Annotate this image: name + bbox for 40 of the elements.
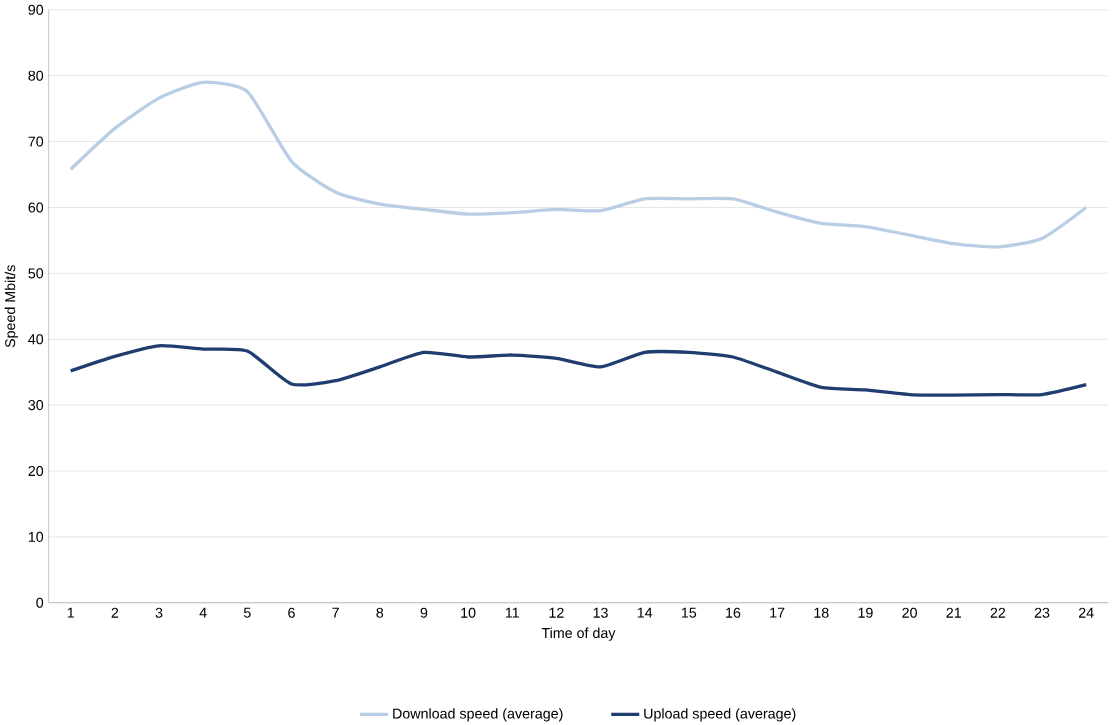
y-tick-label: 0 (36, 597, 44, 608)
y-tick-label: 60 (28, 202, 44, 213)
x-tick-label: 3 (155, 607, 163, 618)
y-tick-label: 10 (28, 531, 44, 542)
x-tick-label: 14 (637, 607, 653, 618)
legend-label: Download speed (average) (393, 708, 563, 722)
x-tick-label: 23 (1034, 607, 1050, 618)
y-axis-title: Speed Mbit/s (4, 265, 19, 348)
y-tick-label: 50 (28, 268, 44, 279)
y-tick-label: 30 (28, 400, 44, 411)
x-tick-label: 19 (858, 607, 873, 618)
x-tick-label: 4 (199, 607, 207, 618)
x-axis-title: Time of day (541, 627, 616, 641)
legend-label: Upload speed (average) (644, 708, 796, 722)
x-tick-label: 20 (902, 607, 917, 618)
x-tick-label: 2 (111, 607, 119, 618)
y-tick-label: 80 (28, 70, 44, 81)
x-tick-label: 21 (946, 607, 961, 618)
line-series (69, 80, 1088, 249)
x-tick-label: 7 (332, 607, 339, 618)
x-tick-label: 1 (67, 607, 75, 618)
x-tick-label: 18 (814, 607, 829, 618)
x-tick-label: 16 (726, 607, 741, 618)
y-tick-label: 20 (28, 465, 44, 477)
line-series (69, 344, 1088, 397)
x-tick-label: 13 (593, 607, 608, 618)
x-tick-label: 5 (243, 607, 251, 618)
x-tick-label: 6 (288, 607, 295, 618)
x-tick-label: 24 (1078, 607, 1094, 618)
x-tick-label: 17 (770, 607, 785, 618)
y-tick-label: 70 (28, 136, 44, 147)
y-tick-label: 90 (28, 4, 44, 15)
x-tick-label: 12 (549, 607, 564, 618)
y-tick-label: 40 (28, 334, 44, 345)
x-tick-label: 8 (376, 607, 384, 618)
x-tick-label: 15 (681, 607, 697, 618)
x-tick-label: 11 (505, 607, 519, 618)
x-tick-label: 9 (420, 607, 428, 618)
x-tick-label: 22 (990, 607, 1006, 618)
x-tick-label: 10 (461, 607, 476, 618)
